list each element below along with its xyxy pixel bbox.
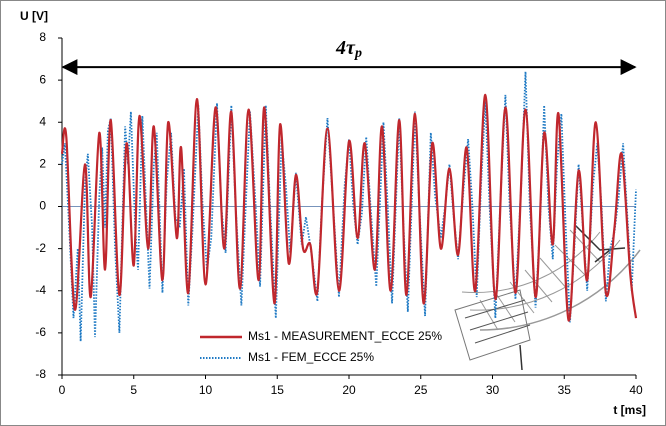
x-tick-label: 20 [342, 383, 356, 397]
series-line [60, 93, 638, 322]
x-tick-label: 35 [558, 383, 572, 397]
y-axis-label: U [V] [20, 9, 48, 23]
x-tick-label: 0 [59, 383, 66, 397]
x-axis-label: t [ms] [613, 403, 646, 417]
x-tick-label: 40 [629, 383, 643, 397]
annotation: 4τp [335, 37, 362, 62]
x-tick-label: 15 [271, 383, 285, 397]
legend-label: Ms1 - FEM_ECCE 25% [248, 350, 374, 364]
x-tick-label: 30 [486, 383, 500, 397]
annotation-main: 4τ [335, 37, 356, 59]
y-tick-label: 0 [39, 199, 46, 213]
annotation-sub: p [354, 46, 362, 61]
x-tick-label: 25 [414, 383, 428, 397]
legend-label: Ms1 - MEASUREMENT_ECCE 25% [248, 329, 442, 343]
y-tick-label: -2 [35, 241, 46, 255]
x-tick-label: 5 [130, 383, 137, 397]
y-tick-label: 4 [39, 114, 46, 128]
y-tick-label: -6 [35, 325, 46, 339]
y-tick-label: 2 [39, 157, 46, 171]
y-tick-label: -4 [35, 283, 46, 297]
y-tick-label: -8 [35, 367, 46, 381]
x-tick-label: 10 [199, 383, 213, 397]
y-tick-label: 6 [39, 72, 46, 86]
y-tick-label: 8 [39, 30, 46, 44]
